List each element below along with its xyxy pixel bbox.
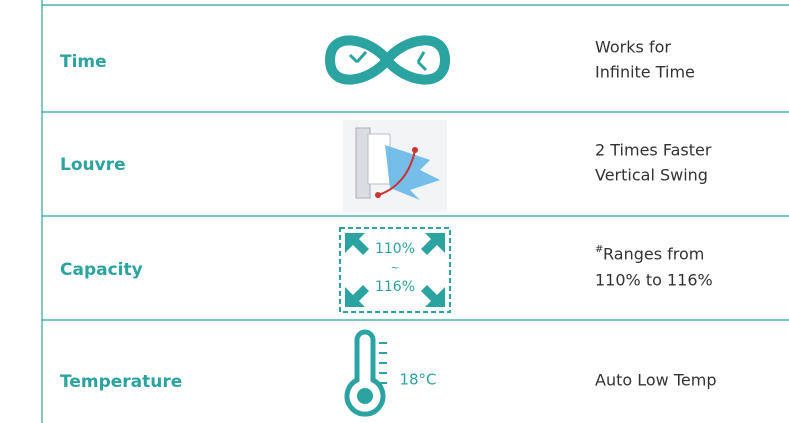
row-label: Time [60, 52, 107, 72]
thermometer-icon [344, 329, 387, 417]
note-mark: # [595, 244, 603, 255]
row-label: Louvre [60, 155, 126, 175]
row-label: Temperature [60, 372, 182, 392]
description: Auto Low Temp [595, 371, 716, 390]
description: Infinite Time [595, 63, 695, 82]
row-label: Capacity [60, 260, 143, 280]
description: Works for [595, 38, 671, 57]
louvre-icon [343, 120, 447, 212]
infinity-clock-icon [324, 35, 451, 85]
description: Ranges from [603, 245, 704, 264]
capacity-icon [339, 227, 451, 313]
icon-text: 116% [375, 279, 415, 295]
description: 2 Times Faster [595, 141, 712, 160]
description: Vertical Swing [595, 166, 708, 185]
icon-text: 18°C [399, 371, 436, 389]
icon-text: 110% [375, 241, 415, 257]
icon-text: ~ [391, 263, 399, 274]
description: 110% to 116% [595, 271, 713, 290]
